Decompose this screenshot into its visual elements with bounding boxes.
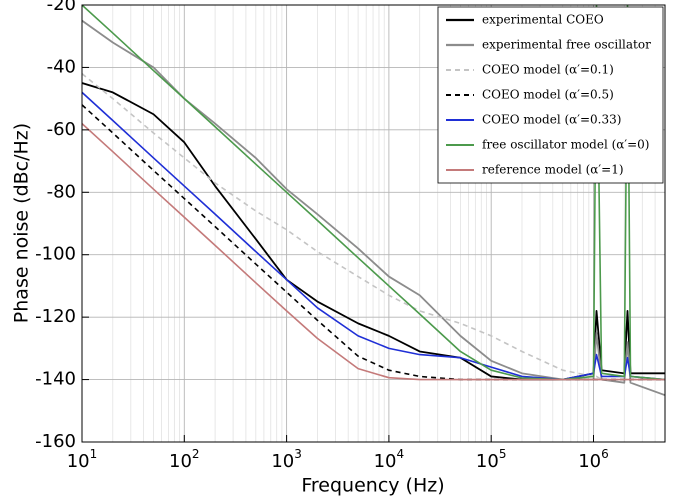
x-tick-exponent: 3 xyxy=(294,447,302,461)
axes: 101 102 103 104 105 106-160-140-120-100-80-60… xyxy=(35,0,609,472)
x-tick-label: 102 xyxy=(169,447,200,473)
legend: experimental COEO experimental free oscil… xyxy=(437,6,664,184)
series-line xyxy=(82,91,665,381)
x-tick-label: 105 xyxy=(476,447,507,473)
legend-label: free oscillator model (α′=0) xyxy=(482,138,649,152)
y-tick-label: -80 xyxy=(47,181,76,202)
x-tick-exponent: 2 xyxy=(192,447,200,461)
x-tick-exponent: 4 xyxy=(397,447,405,461)
legend-label: experimental free oscillator xyxy=(482,38,651,52)
x-tick-exponent: 1 xyxy=(90,447,98,461)
x-tick-base: 10 xyxy=(476,451,499,472)
x-tick-base: 10 xyxy=(169,451,192,472)
y-tick-label: -100 xyxy=(35,244,76,265)
plot-frame xyxy=(81,4,666,443)
x-tick-base: 10 xyxy=(67,451,90,472)
legend-box xyxy=(437,6,664,184)
series-line xyxy=(82,73,665,381)
x-tick-base: 10 xyxy=(374,451,397,472)
x-axis-label: Frequency (Hz) xyxy=(301,475,444,497)
x-tick-base: 10 xyxy=(578,451,601,472)
lines xyxy=(82,5,665,397)
x-tick-label: 101 xyxy=(67,447,98,473)
y-tick-label: -160 xyxy=(35,431,76,452)
series-line xyxy=(82,123,665,381)
legend-label: COEO model (α′=0.5) xyxy=(482,88,614,102)
legend-label: COEO model (α′=0.1) xyxy=(482,63,614,77)
x-tick-exponent: 6 xyxy=(601,447,609,461)
y-axis-label: Phase noise (dBc/Hz) xyxy=(11,123,33,323)
y-tick-label: -120 xyxy=(35,306,76,327)
series-line xyxy=(82,5,665,381)
legend-label: COEO model (α′=0.33) xyxy=(482,113,621,127)
y-tick-label: -60 xyxy=(47,119,76,140)
x-tick-label: 103 xyxy=(271,447,302,473)
series-line xyxy=(82,82,665,381)
x-tick-exponent: 5 xyxy=(499,447,507,461)
x-tick-label: 104 xyxy=(374,447,405,473)
x-tick-label: 106 xyxy=(578,447,609,473)
y-tick-label: -40 xyxy=(47,56,76,77)
x-tick-base: 10 xyxy=(271,451,294,472)
y-tick-label: -140 xyxy=(35,369,76,390)
legend-label: reference model (α′=1) xyxy=(482,163,624,177)
series-line xyxy=(82,19,665,397)
legend-label: experimental COEO xyxy=(482,13,604,27)
y-tick-label: -20 xyxy=(47,0,76,15)
